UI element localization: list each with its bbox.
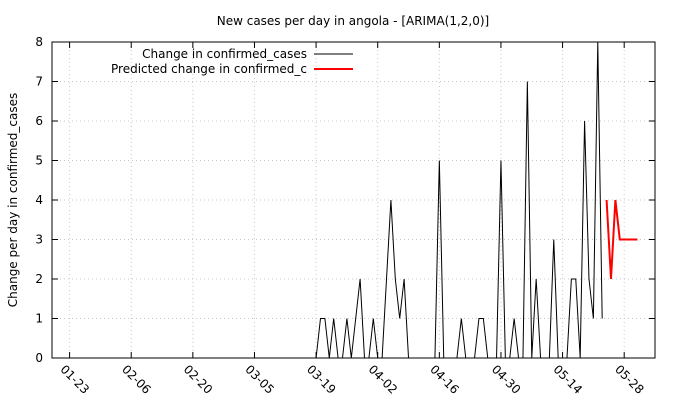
y-tick-label: 5 — [35, 154, 43, 168]
y-axis-label: Change per day in confirmed_cases — [6, 93, 20, 308]
y-tick-label: 6 — [35, 114, 43, 128]
y-tick-label: 3 — [35, 233, 43, 247]
chart-title: New cases per day in angola - [ARIMA(1,2… — [217, 14, 490, 28]
legend-label-predicted: Predicted change in confirmed_c — [111, 62, 307, 76]
series-line-predicted — [605, 199, 638, 280]
y-tick-label: 4 — [35, 193, 43, 207]
grid-lines — [52, 42, 655, 358]
y-tick-label: 7 — [35, 75, 43, 89]
series-line-actual — [315, 41, 603, 359]
legend-label-actual: Change in confirmed_cases — [142, 47, 307, 61]
series-group — [315, 41, 638, 359]
y-tick-label: 1 — [35, 312, 43, 326]
y-tick-label: 0 — [35, 351, 43, 365]
legend: Change in confirmed_cases Predicted chan… — [111, 47, 353, 76]
y-tick-label: 8 — [35, 35, 43, 49]
y-axis: 0 1 2 3 4 5 6 7 8 — [35, 35, 655, 365]
y-tick-label: 2 — [35, 272, 43, 286]
